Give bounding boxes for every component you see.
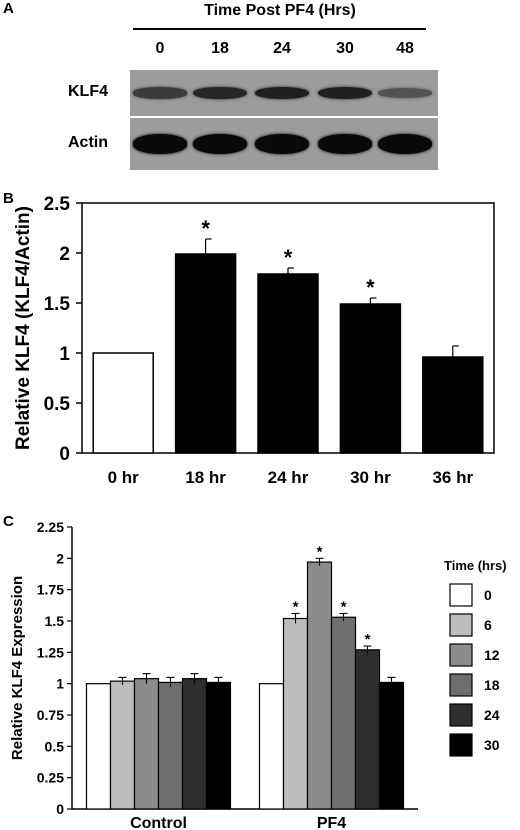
bar (258, 683, 285, 810)
legend-swatch (449, 613, 473, 637)
blot-time-header: Time Post PF4 (Hrs) (204, 2, 356, 19)
y-tick-label: 1.75 (37, 582, 64, 598)
legend-swatch (449, 643, 473, 667)
x-tick-label: 24 hr (268, 468, 309, 487)
y-tick-label: 0.25 (37, 770, 64, 786)
lane-label: 30 (336, 40, 354, 57)
y-tick-label: 0.5 (44, 394, 71, 415)
bar (306, 561, 333, 810)
blot-header-rule (133, 28, 426, 30)
significance-marker: * (317, 543, 323, 560)
bar (422, 356, 484, 454)
bar (133, 678, 160, 810)
legend-label: 30 (484, 737, 500, 753)
panel-a-letter: A (3, 0, 14, 17)
blot-band (378, 134, 432, 154)
bar (257, 273, 319, 454)
bar (181, 678, 208, 810)
blot-band (193, 86, 247, 100)
bar (339, 303, 402, 454)
significance-marker: * (365, 631, 371, 648)
y-tick-label: 2 (59, 244, 70, 265)
y-tick-label: 1 (59, 344, 70, 365)
y-tick-label: 1.5 (44, 294, 71, 315)
y-tick-label: 0 (56, 801, 64, 817)
y-tick-label: 2 (56, 550, 64, 566)
blot-band (193, 134, 247, 154)
blot-band (255, 134, 309, 154)
blot-band (133, 87, 187, 99)
significance-marker: * (293, 598, 299, 615)
panel-c-letter: C (3, 513, 14, 530)
significance-marker: * (366, 275, 375, 300)
x-tick-label: 0 hr (108, 468, 140, 487)
legend-swatch (449, 733, 473, 757)
bar (157, 681, 184, 810)
x-tick-label: 36 hr (432, 468, 473, 487)
y-tick-label: 1 (56, 676, 64, 692)
y-tick-label: 1.25 (37, 644, 64, 660)
x-tick-label: PF4 (317, 815, 346, 830)
legend-title: Time (hrs) (444, 558, 507, 573)
blot-band (255, 86, 309, 100)
bar (92, 352, 154, 454)
bar (174, 253, 237, 454)
significance-marker: * (284, 245, 293, 270)
blot-band (318, 86, 372, 100)
blot-row-label: KLF4 (68, 83, 108, 100)
legend-label: 18 (484, 677, 500, 693)
legend-label: 6 (484, 617, 492, 633)
bar (330, 616, 357, 810)
legend-swatch (449, 583, 473, 607)
bar (205, 681, 232, 810)
y-tick-label: 1.5 (45, 613, 65, 629)
y-tick-label: 0.5 (45, 738, 65, 754)
x-tick-label: Control (130, 815, 187, 830)
legend-label: 24 (484, 707, 500, 723)
panel-b-letter: B (3, 190, 14, 207)
y-tick-label: 0 (59, 444, 70, 465)
x-tick-label: 30 hr (350, 468, 391, 487)
legend-label: 12 (484, 647, 500, 663)
blot-band (318, 134, 372, 154)
x-tick-label: 18 hr (185, 468, 226, 487)
chart-b: 0 0.5 1 1.5 2 2.5 Relative KLF4 (KLF4/Actin) 0 … (13, 194, 495, 487)
bar (85, 683, 112, 810)
bar (378, 681, 405, 810)
bar (282, 617, 309, 810)
y-axis-title: Relative KLF4 (KLF4/Actin) (13, 206, 34, 450)
legend-swatch (449, 703, 473, 727)
blot-row-label: Actin (68, 134, 108, 151)
blot-band (133, 134, 187, 154)
significance-marker: * (201, 216, 210, 241)
lane-label: 0 (155, 40, 165, 57)
lane-label: 18 (211, 40, 229, 57)
bar (354, 649, 381, 810)
bar (109, 680, 136, 810)
y-tick-label: 0.75 (37, 707, 64, 723)
significance-marker: * (341, 598, 347, 615)
chart-c: 0 0.25 0.5 0.75 1 1.25 1.5 1.75 2 2.25 Relative KL… (9, 519, 507, 830)
legend-swatch (449, 673, 473, 697)
y-tick-label: 2.5 (44, 194, 71, 215)
legend-label: 0 (484, 587, 492, 603)
lane-label: 48 (396, 40, 414, 57)
lane-label: 24 (273, 40, 291, 57)
y-axis-title: Relative KLF4 Expression (9, 576, 26, 760)
blot-band (378, 87, 432, 99)
y-tick-label: 2.25 (37, 519, 64, 535)
